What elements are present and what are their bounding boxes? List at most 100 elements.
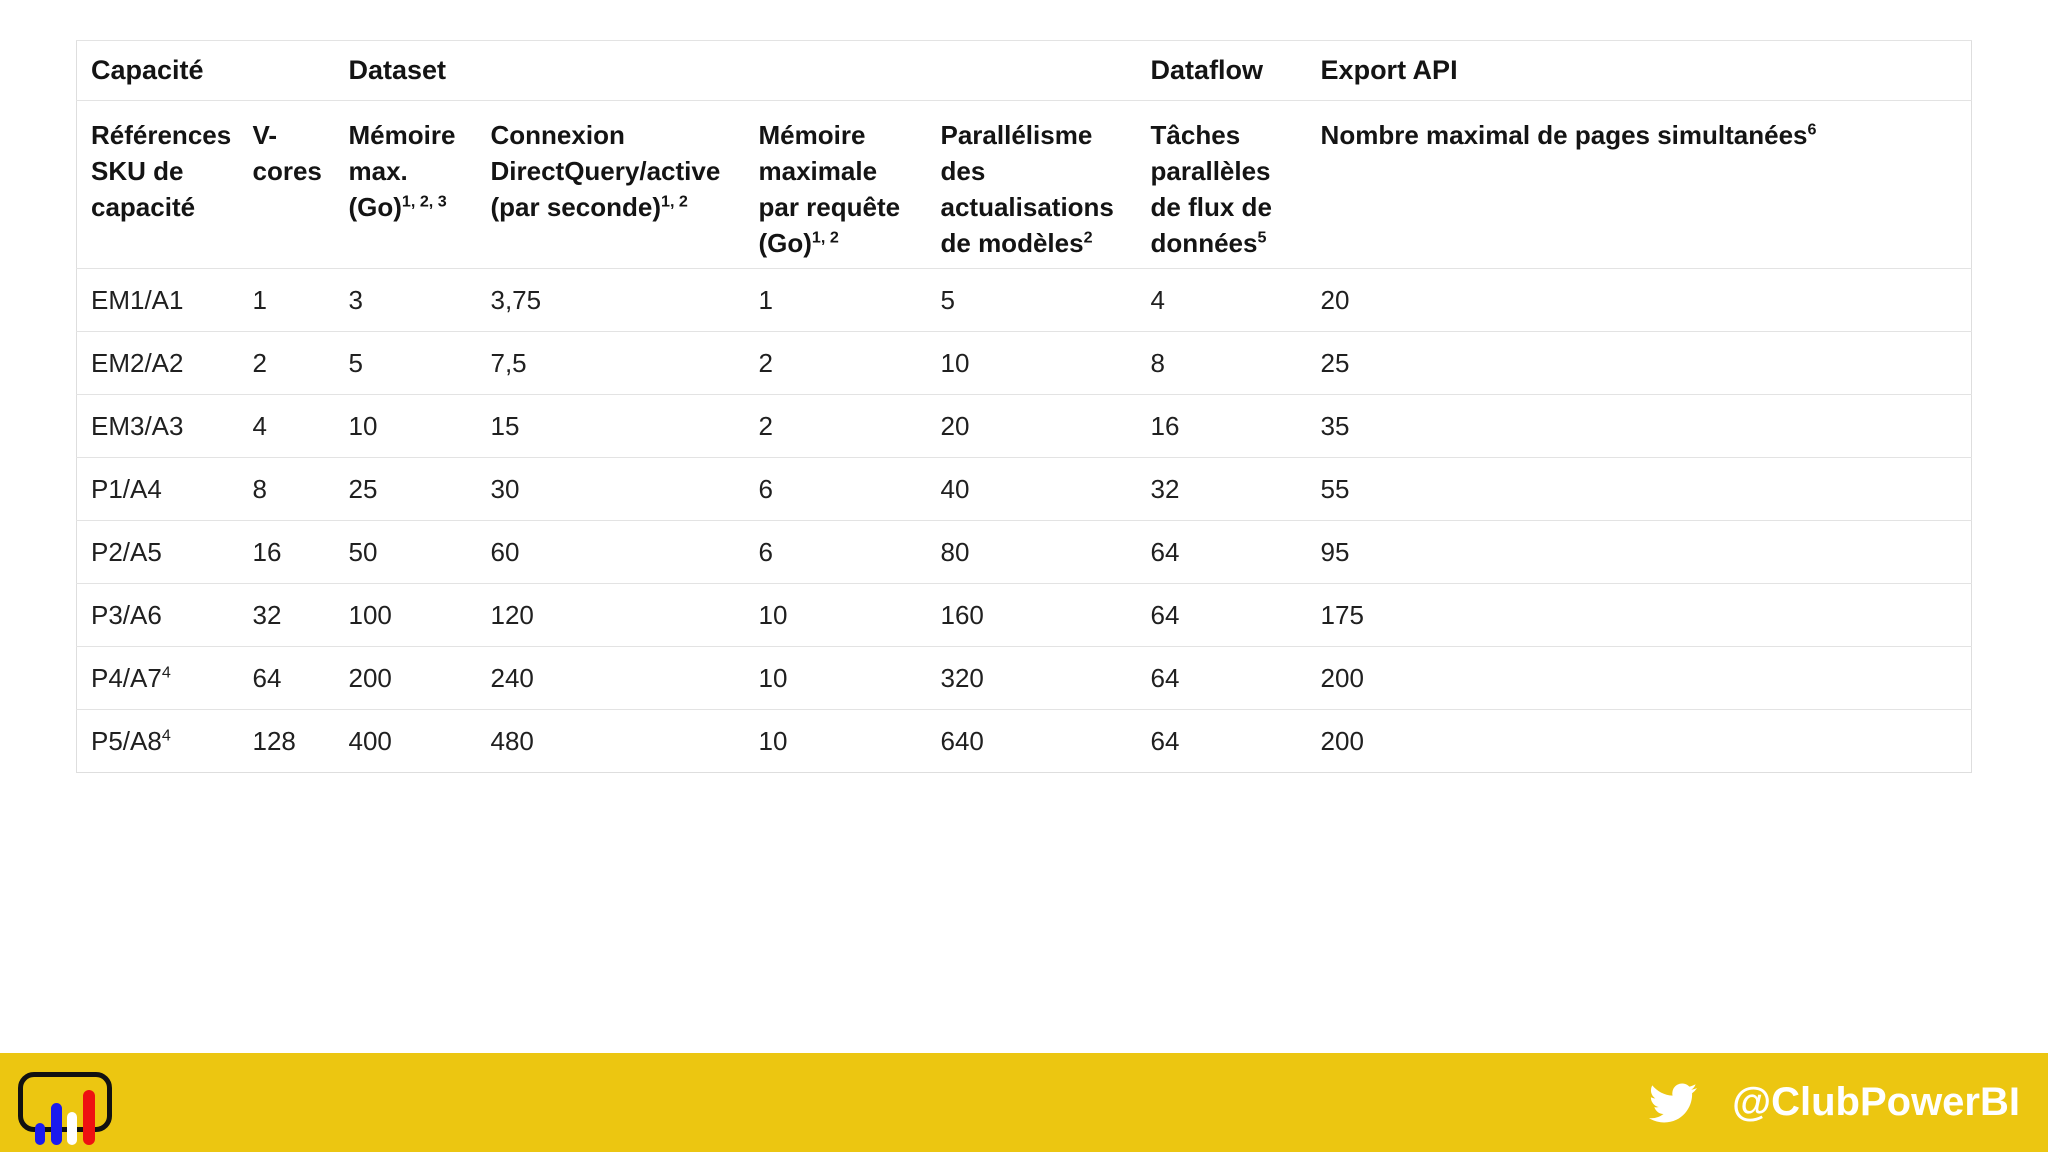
cell: 4 <box>252 410 267 441</box>
cell: 10 <box>758 599 788 630</box>
cell: 16 <box>1150 410 1180 441</box>
table-row: P2/A5 16 50 60 6 80 64 95 <box>76 520 1972 584</box>
cell: 64 <box>252 662 282 693</box>
cell: 20 <box>1320 284 1350 315</box>
cell: 64 <box>1150 662 1180 693</box>
cell: 100 <box>348 599 392 630</box>
cell: 25 <box>1320 347 1350 378</box>
cell: 35 <box>1320 410 1350 441</box>
cell: 3,75 <box>490 284 542 315</box>
cell: 480 <box>490 725 534 756</box>
sku-cell: EM2/A2 <box>91 347 184 378</box>
cell: 25 <box>348 473 378 504</box>
cell: 95 <box>1320 536 1350 567</box>
cell: 640 <box>940 725 984 756</box>
cell: 8 <box>1150 347 1166 378</box>
cell: 20 <box>940 410 970 441</box>
twitter-credit[interactable]: @ClubPowerBI <box>1644 1053 2020 1152</box>
cell: 200 <box>348 662 392 693</box>
cell: 32 <box>252 599 282 630</box>
cell: 10 <box>940 347 970 378</box>
cell: 128 <box>252 725 296 756</box>
capacity-table-container: Capacité Dataset Dataflow Export API Réf… <box>76 40 1972 773</box>
cell: 8 <box>252 473 267 504</box>
group-header-row: Capacité Dataset Dataflow Export API <box>76 40 1972 101</box>
cell: 64 <box>1150 599 1180 630</box>
footnote-ref: 6 <box>1807 120 1817 139</box>
cell: 80 <box>940 536 970 567</box>
cell: 10 <box>348 410 378 441</box>
cell: 5 <box>940 284 955 315</box>
col-header-pages-simultanees: Nombre maximal de pages simultanées6 <box>1320 120 1817 150</box>
cell: 16 <box>252 536 282 567</box>
table-row: P5/A84 128 400 480 10 640 64 200 <box>76 709 1972 773</box>
table-row: P3/A6 32 100 120 10 160 64 175 <box>76 583 1972 647</box>
col-header-memoire-max: Mémoire max. (Go)1, 2, 3 <box>348 120 456 222</box>
cell: 2 <box>758 347 773 378</box>
cell: 7,5 <box>490 347 527 378</box>
sku-cell: P1/A4 <box>91 473 162 504</box>
sku-cell: P2/A5 <box>91 536 162 567</box>
cell: 6 <box>758 473 773 504</box>
footnote-ref: 2 <box>1083 228 1093 247</box>
group-header-dataflow: Dataflow <box>1150 55 1264 85</box>
footer-banner: @ClubPowerBI <box>0 1053 2048 1152</box>
footnote-ref: 1, 2, 3 <box>401 192 447 211</box>
cell: 200 <box>1320 725 1364 756</box>
column-header-row: Références SKU de capacité V-cores Mémoi… <box>76 100 1972 269</box>
sku-cell: EM3/A3 <box>91 410 184 441</box>
cell: 2 <box>252 347 267 378</box>
cell: 120 <box>490 599 534 630</box>
col-header-memoire-requete: Mémoire maximale par requête (Go)1, 2 <box>758 120 901 258</box>
cell: 400 <box>348 725 392 756</box>
col-header-sku: Références SKU de capacité <box>91 120 232 222</box>
cell: 64 <box>1150 725 1180 756</box>
cell: 55 <box>1320 473 1350 504</box>
col-header-taches-paralleles: Tâches parallèles de flux de données5 <box>1150 120 1272 258</box>
cell: 1 <box>252 284 267 315</box>
col-header-connexion-directquery: Connexion DirectQuery/active (par second… <box>490 120 721 222</box>
cell: 15 <box>490 410 520 441</box>
table-row: EM3/A3 4 10 15 2 20 16 35 <box>76 394 1972 458</box>
capacity-table: Capacité Dataset Dataflow Export API Réf… <box>76 40 1972 773</box>
footnote-ref: 1, 2 <box>661 192 688 211</box>
cell: 10 <box>758 725 788 756</box>
table-row: P4/A74 64 200 240 10 320 64 200 <box>76 646 1972 710</box>
cell: 200 <box>1320 662 1364 693</box>
logo-bar-red <box>83 1090 95 1145</box>
cell: 160 <box>940 599 984 630</box>
sku-cell: EM1/A1 <box>91 284 184 315</box>
twitter-handle[interactable]: @ClubPowerBI <box>1732 1080 2020 1124</box>
group-header-export-api: Export API <box>1320 55 1458 85</box>
col-header-parallelisme: Parallélisme des actualisations de modèl… <box>940 120 1114 258</box>
cell: 5 <box>348 347 363 378</box>
sku-cell: P4/A74 <box>91 662 171 693</box>
cell: 10 <box>758 662 788 693</box>
logo-bar-blue-small <box>35 1123 45 1145</box>
sku-cell: P5/A84 <box>91 725 171 756</box>
cell: 175 <box>1320 599 1364 630</box>
group-header-capacite: Capacité <box>91 55 204 85</box>
footnote-ref: 1, 2 <box>811 228 839 247</box>
twitter-bird-icon <box>1649 1082 1698 1123</box>
footnote-ref: 5 <box>1257 228 1267 247</box>
cell: 50 <box>348 536 378 567</box>
cell: 30 <box>490 473 520 504</box>
cell: 32 <box>1150 473 1180 504</box>
cell: 60 <box>490 536 520 567</box>
cell: 6 <box>758 536 773 567</box>
col-header-vcores: V-cores <box>252 120 322 186</box>
cell: 1 <box>758 284 773 315</box>
cell: 240 <box>490 662 534 693</box>
logo-bar-blue-tall <box>51 1103 62 1145</box>
cell: 40 <box>940 473 970 504</box>
table-row: EM2/A2 2 5 7,5 2 10 8 25 <box>76 331 1972 395</box>
logo-bar-white <box>67 1112 77 1145</box>
cell: 64 <box>1150 536 1180 567</box>
group-header-dataset: Dataset <box>348 55 447 85</box>
sku-cell: P3/A6 <box>91 599 162 630</box>
cell: 320 <box>940 662 984 693</box>
cell: 4 <box>1150 284 1166 315</box>
cell: 2 <box>758 410 773 441</box>
club-powerbi-logo <box>0 1053 140 1152</box>
